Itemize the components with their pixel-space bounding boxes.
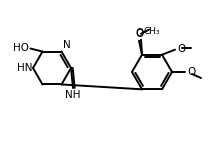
Text: CH₃: CH₃ xyxy=(144,27,161,36)
Text: O: O xyxy=(177,44,185,54)
Text: HN: HN xyxy=(16,63,32,73)
Text: O: O xyxy=(187,67,195,77)
Text: HO: HO xyxy=(13,42,29,53)
Text: O: O xyxy=(135,29,143,39)
Text: NH: NH xyxy=(65,90,81,100)
Text: N: N xyxy=(62,40,70,50)
Text: O: O xyxy=(136,28,144,38)
